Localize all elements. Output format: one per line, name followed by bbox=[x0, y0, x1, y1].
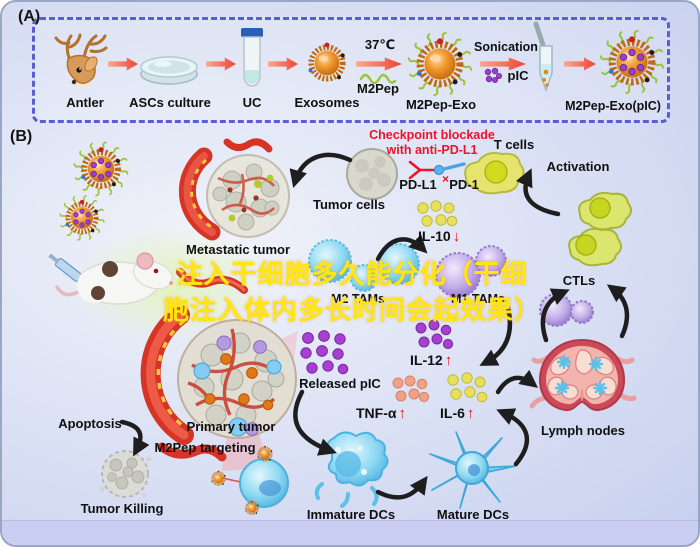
panel-a-tag: (A) bbox=[18, 8, 41, 25]
pic-dots-icon bbox=[484, 67, 502, 83]
sonicator-tube-icon bbox=[533, 21, 553, 93]
arrow-right-icon bbox=[268, 57, 298, 71]
tnf-dots-icon bbox=[392, 375, 430, 403]
arrow-to-lymph-node bbox=[495, 369, 538, 395]
arrow-right-icon bbox=[108, 57, 138, 71]
m2pep-label: M2Pep bbox=[357, 81, 399, 96]
t-cells-label: T cells bbox=[493, 137, 535, 152]
sonication-label: Sonication bbox=[474, 40, 538, 54]
injected-exosome-icon bbox=[72, 140, 130, 198]
primary-tumor-icon bbox=[140, 305, 298, 471]
panel-a-box bbox=[32, 17, 670, 123]
mature-dc-icon bbox=[429, 431, 517, 509]
il12-label: IL-12 bbox=[410, 352, 443, 368]
il6-row: IL-6 ↑ bbox=[440, 405, 474, 422]
released-pic-label: Released pIC bbox=[299, 376, 381, 391]
m2pep-peptide-icon bbox=[359, 73, 397, 85]
deer-antler-icon bbox=[54, 33, 108, 88]
m1-tams-label: M1 TAMs bbox=[451, 292, 505, 306]
m2-tams-label: M2 TAMs bbox=[331, 292, 385, 306]
petri-dish-icon bbox=[140, 56, 198, 85]
m2pep-exo-icon bbox=[406, 30, 474, 98]
pd-l1-pd-1-complex-icon: × bbox=[408, 160, 466, 186]
tnf-row: TNF-α ↑ bbox=[356, 405, 406, 422]
tumor-cells-label: Tumor cells bbox=[312, 197, 385, 212]
primary-tumor-label: Primary tumor bbox=[186, 419, 276, 434]
up-arrow-icon: ↑ bbox=[444, 352, 453, 369]
il12-row: IL-12 ↑ bbox=[410, 352, 452, 369]
released-pic-dots-icon bbox=[300, 330, 349, 375]
arrow-right-icon bbox=[564, 57, 596, 71]
step-ascs-label: ASCs culture bbox=[129, 95, 211, 110]
injected-exosome-icon bbox=[58, 194, 106, 242]
il10-dots-icon bbox=[417, 200, 458, 227]
checkpoint-line2: with anti-PD-L1 bbox=[386, 143, 478, 157]
activation-label: Activation bbox=[546, 159, 610, 174]
lymph-node-icon bbox=[529, 338, 637, 412]
up-arrow-icon: ↑ bbox=[398, 405, 406, 422]
il6-dots-icon bbox=[447, 372, 488, 403]
pic-dots-icon bbox=[415, 319, 454, 350]
pd-l1-label: PD-L1 bbox=[399, 177, 437, 192]
step-exosomes-label: Exosomes bbox=[294, 95, 360, 110]
step-m2pepexo-label: M2Pep-Exo bbox=[405, 97, 477, 112]
mouse-injection-icon bbox=[48, 252, 174, 305]
checkpoint-line1: Checkpoint blockade bbox=[369, 128, 495, 142]
down-arrow-icon: ↓ bbox=[452, 228, 461, 245]
arrow-right-icon bbox=[356, 57, 402, 71]
m2pep-exo-pic-icon bbox=[598, 28, 666, 96]
il6-label: IL-6 bbox=[440, 405, 465, 421]
targeting-complex-icon bbox=[210, 444, 289, 516]
watermark-line2: 胞注入体内多长时间会起效果） bbox=[162, 296, 541, 326]
metastatic-tumor-icon bbox=[178, 138, 290, 241]
apoptosis-label: Apoptosis bbox=[58, 416, 122, 431]
pd-1-label: PD-1 bbox=[449, 177, 479, 192]
t-cell-icon bbox=[464, 152, 525, 195]
il10-row: IL-10 ↓ bbox=[418, 228, 460, 245]
m2pep-targeting-label: M2Pep targeting bbox=[154, 440, 256, 455]
pic-label: pIC bbox=[507, 68, 529, 83]
arrow-right-icon bbox=[206, 57, 236, 71]
mature-dcs-label: Mature DCs bbox=[436, 507, 510, 522]
step-uc-label: UC bbox=[242, 95, 262, 110]
up-arrow-icon: ↑ bbox=[466, 405, 475, 422]
blood-vessel-icon bbox=[176, 268, 248, 294]
lymph-nodes-label: Lymph nodes bbox=[540, 423, 626, 438]
tnf-label: TNF-α bbox=[356, 405, 397, 421]
ctl-cells-icon bbox=[568, 191, 632, 267]
svg-text:×: × bbox=[442, 172, 449, 186]
panel-b-tag: (B) bbox=[10, 128, 33, 145]
checkpoint-note: Checkpoint blockade with anti-PD-L1 bbox=[360, 128, 504, 158]
tumor-killing-label: Tumor Killing bbox=[80, 501, 164, 516]
dying-tumor-cell-icon bbox=[99, 450, 152, 498]
temperature-label: 37℃ bbox=[364, 37, 396, 52]
watermark-line1: 注入干细胞多久能分化（干细 bbox=[176, 260, 528, 290]
immature-dcs-label: Immature DCs bbox=[306, 507, 396, 522]
step-antler-label: Antler bbox=[66, 95, 104, 110]
immature-dc-icon bbox=[314, 431, 389, 508]
ctls-label: CTLs bbox=[562, 273, 596, 288]
exosome-icon bbox=[300, 36, 354, 90]
centrifuge-tube-icon bbox=[241, 28, 263, 87]
il10-label: IL-10 bbox=[418, 228, 451, 244]
bottom-strip bbox=[2, 520, 698, 545]
step-m2pepexopic-label: M2Pep-Exo(pIC) bbox=[565, 99, 661, 113]
metastatic-tumor-label: Metastatic tumor bbox=[185, 242, 291, 257]
